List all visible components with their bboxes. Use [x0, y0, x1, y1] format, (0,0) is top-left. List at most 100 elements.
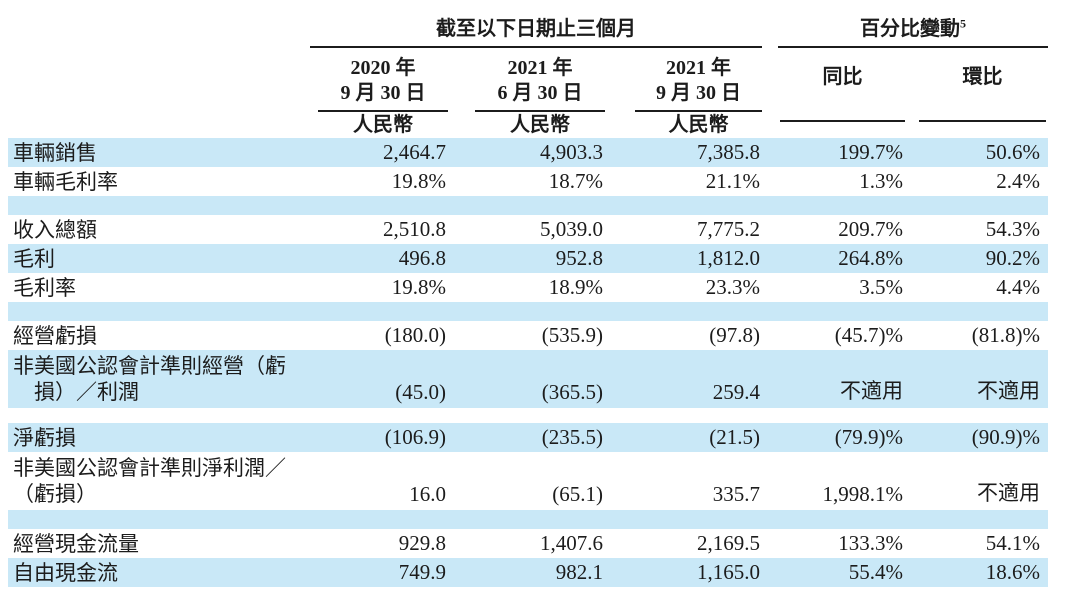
group-header-spacer	[8, 12, 310, 48]
cell-value: 2.4%	[996, 169, 1040, 193]
cell-value: 23.3%	[705, 275, 760, 299]
cell-value: 5,039.0	[540, 217, 603, 241]
cell-value: 133.3%	[838, 531, 903, 555]
row-label-line: 非美國公認會計準則淨利潤／	[13, 456, 286, 480]
cell-value: 不適用	[977, 379, 1040, 403]
table-body: 車輛銷售 2,464.7 4,903.3 7,385.8 199.7% 50.6% 車輛毛利…	[8, 138, 1048, 587]
cell-value: 264.8%	[838, 246, 903, 270]
table-row: 非美國公認會計準則淨利潤／ （虧損） 16.0 (65.1) 335.7 1,998.1%…	[8, 452, 1048, 510]
group-header-row: 截至以下日期止三個月 百分比變動5	[8, 12, 1048, 48]
cell-value: 7,775.2	[697, 217, 760, 241]
cell-value: 1,812.0	[697, 246, 760, 270]
column-header-2021-09-30: 2021 年 9 月 30 日	[605, 48, 762, 112]
row-label: 非美國公認會計準則經營（虧 損）／利潤	[8, 353, 310, 405]
qoq-label: 環比	[962, 65, 1003, 88]
cell-value: (65.1)	[552, 482, 603, 506]
spacer-row	[8, 408, 1048, 423]
cell-value: 不適用	[977, 481, 1040, 505]
table-row: 車輛毛利率 19.8% 18.7% 21.1% 1.3% 2.4%	[8, 167, 1048, 196]
row-label: 經營現金流量	[13, 531, 139, 556]
quarterly-results-table: 截至以下日期止三個月 百分比變動5 2020 年 9 月 30 日 2021 年…	[8, 12, 1048, 587]
cell-value: 4,903.3	[540, 140, 603, 164]
col-year: 2021 年	[666, 57, 731, 79]
group-header-periods-label: 截至以下日期止三個月	[310, 12, 762, 48]
currency-spacer	[8, 106, 310, 138]
row-label: 經營虧損	[13, 323, 97, 348]
row-label: 非美國公認會計準則淨利潤／ （虧損）	[8, 455, 310, 507]
cell-value: (90.9)%	[971, 425, 1040, 449]
cell-value: (97.8)	[709, 323, 760, 347]
cell-value: 1,407.6	[540, 531, 603, 555]
row-label-line: （虧損）	[13, 482, 97, 506]
cell-value: 929.8	[398, 531, 446, 555]
cell-value: 335.7	[712, 482, 760, 506]
col-year: 2021 年	[507, 57, 573, 79]
row-label: 車輛毛利率	[13, 169, 118, 194]
cell-value: (535.9)	[541, 323, 603, 347]
cell-value: 2,510.8	[383, 217, 446, 241]
cell-value: 2,169.5	[697, 531, 760, 555]
col-date: 9 月 30 日	[340, 82, 426, 104]
cell-value: 982.1	[555, 560, 603, 584]
cell-value: 199.7%	[838, 140, 903, 164]
currency-label: 人民幣	[353, 113, 413, 136]
cell-value: 18.7%	[548, 169, 603, 193]
group-header-periods: 截至以下日期止三個月	[310, 12, 762, 48]
col-year: 2020 年	[350, 57, 416, 79]
column-header-spacer	[8, 48, 310, 106]
yoy-label: 同比	[822, 65, 863, 88]
cell-value: 1,998.1%	[822, 482, 904, 506]
cell-value: 209.7%	[838, 217, 903, 241]
cell-value: (79.9)%	[834, 425, 903, 449]
column-header-2021-06-30: 2021 年 6 月 30 日	[448, 48, 605, 112]
cell-value: (45.7)%	[834, 323, 903, 347]
table-row: 非美國公認會計準則經營（虧 損）／利潤 (45.0) (365.5) 259.4 不適用…	[8, 350, 1048, 408]
column-header-2020-09-30: 2020 年 9 月 30 日	[310, 48, 448, 112]
cell-value: 1,165.0	[697, 560, 760, 584]
group-header-pct-change: 百分比變動5	[762, 12, 1048, 48]
cell-value: (21.5)	[709, 425, 760, 449]
currency-row: 人民幣 人民幣 人民幣	[8, 106, 1048, 138]
cell-value: 50.6%	[985, 140, 1040, 164]
cell-value: (180.0)	[384, 323, 446, 347]
cell-value: 18.6%	[985, 560, 1040, 584]
spacer-row	[8, 302, 1048, 321]
cell-value: 19.8%	[391, 169, 446, 193]
cell-value: 2,464.7	[383, 140, 446, 164]
cell-value: (235.5)	[541, 425, 603, 449]
cell-value: 19.8%	[391, 275, 446, 299]
cell-value: 18.9%	[548, 275, 603, 299]
currency-label: 人民幣	[668, 113, 729, 136]
cell-value: 4.4%	[996, 275, 1040, 299]
currency-label: 人民幣	[510, 113, 570, 136]
row-label: 毛利	[13, 246, 55, 271]
currency-cell: 人民幣	[448, 106, 605, 138]
col-date: 9 月 30 日	[656, 82, 741, 104]
cell-value: 749.9	[398, 560, 446, 584]
cell-value: 90.2%	[985, 246, 1040, 270]
currency-cell: 人民幣	[605, 106, 762, 138]
row-label: 毛利率	[13, 275, 76, 300]
table-row: 車輛銷售 2,464.7 4,903.3 7,385.8 199.7% 50.6%	[8, 138, 1048, 167]
column-header-yoy: 同比	[762, 48, 905, 122]
row-label: 淨虧損	[13, 425, 76, 450]
table-row: 淨虧損 (106.9) (235.5) (21.5) (79.9)% (90.9)%	[8, 423, 1048, 452]
row-label: 收入總額	[13, 217, 97, 242]
cell-value: 55.4%	[848, 560, 903, 584]
cell-value: 54.3%	[985, 217, 1040, 241]
currency-cell-empty	[762, 106, 905, 138]
cell-value: 259.4	[712, 380, 760, 404]
cell-value: 21.1%	[705, 169, 760, 193]
pct-change-text: 百分比變動	[860, 18, 960, 40]
cell-value: 54.1%	[985, 531, 1040, 555]
currency-cell-empty	[905, 106, 1048, 138]
cell-value: (45.0)	[395, 380, 446, 404]
table-row: 毛利 496.8 952.8 1,812.0 264.8% 90.2%	[8, 244, 1048, 273]
cell-value: (81.8)%	[971, 323, 1040, 347]
footnote-marker: 5	[960, 16, 966, 31]
table-row: 毛利率 19.8% 18.9% 23.3% 3.5% 4.4%	[8, 273, 1048, 302]
col-date: 6 月 30 日	[497, 82, 583, 104]
cell-value: 3.5%	[859, 275, 903, 299]
table-row: 自由現金流 749.9 982.1 1,165.0 55.4% 18.6%	[8, 558, 1048, 587]
